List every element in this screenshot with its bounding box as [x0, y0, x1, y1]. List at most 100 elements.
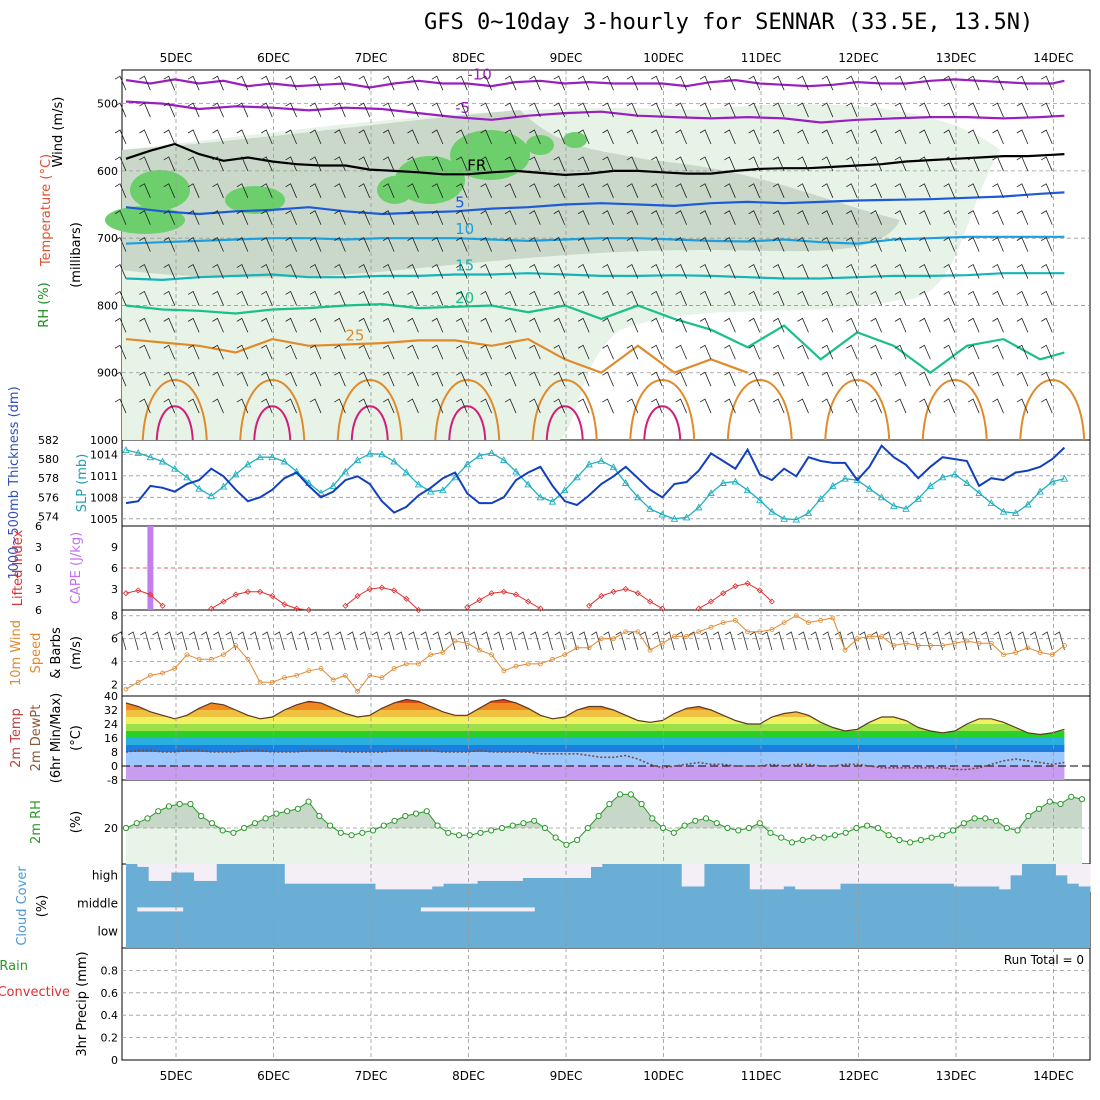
wind-barb	[894, 156, 907, 172]
rh2m-point	[939, 832, 946, 839]
lifted-tick-label: 3	[35, 583, 42, 596]
wind-barb	[967, 371, 980, 387]
cloud-high-cell	[398, 889, 411, 892]
lifted-point	[122, 590, 130, 597]
wind-barb	[553, 237, 566, 252]
cloud-high-clear	[375, 864, 388, 890]
wind-barb	[699, 129, 712, 145]
cloud-middle-gap	[500, 907, 513, 912]
slp-point	[426, 487, 435, 495]
wind-barb	[187, 183, 200, 198]
wind-barb	[651, 398, 663, 414]
cloud-high-cell	[579, 878, 592, 892]
isotherm-30-arch	[336, 379, 403, 441]
cloud-high-clear	[783, 864, 796, 887]
temp-tick-label: 0	[111, 760, 118, 773]
wind-barb	[675, 398, 687, 414]
wind-barb	[139, 237, 151, 252]
wind-barb	[480, 317, 492, 333]
cloud-high-cell	[386, 889, 399, 892]
wind10-point	[306, 668, 312, 674]
rh2m-point	[821, 834, 828, 841]
thickness-tick-label: 574	[38, 510, 59, 523]
wind-barb	[285, 263, 297, 279]
cloud-high-cell	[761, 889, 773, 892]
wind-barb	[699, 398, 712, 414]
rh2m-point	[498, 824, 506, 832]
wind10-point	[550, 656, 555, 662]
wind-barb	[797, 210, 809, 225]
wind10-barb	[1005, 631, 1017, 651]
wind-barb	[529, 263, 541, 279]
axis-label-speed: Speed	[29, 633, 44, 674]
wind-barb	[699, 183, 712, 198]
wind-barb	[919, 290, 931, 306]
wind-barb	[992, 129, 1004, 145]
wind-barb	[943, 398, 956, 414]
rh2m-point	[992, 817, 1000, 824]
wind-barb	[992, 317, 1004, 333]
wind10-barb	[664, 631, 675, 651]
date-label-bottom: 10DEC	[643, 1069, 683, 1083]
wind-barb	[139, 317, 151, 333]
wind-barb	[992, 156, 1004, 172]
wind10-barb	[676, 631, 688, 651]
wind-barb	[602, 317, 614, 333]
date-label-bottom: 13DEC	[936, 1069, 976, 1083]
cloud-high-cell	[829, 889, 841, 892]
rh-shading-high	[130, 170, 190, 210]
wind10-point	[318, 666, 324, 671]
axis-label-barbs: & Barbs	[49, 627, 64, 679]
slp-point	[792, 515, 801, 523]
wind10-barb	[688, 631, 700, 651]
wind-barb	[626, 102, 639, 118]
cloud-high-cell	[205, 880, 218, 892]
wind-barb	[529, 237, 541, 252]
temp-band	[126, 731, 1065, 738]
slp-point	[475, 451, 484, 459]
wind-barb	[919, 210, 931, 225]
wind10-barb	[237, 631, 249, 651]
lifted-point	[269, 592, 276, 600]
wind10-point	[196, 656, 202, 662]
panel-frame-precip	[121, 947, 1091, 1061]
slp-point	[390, 457, 398, 465]
wind-barb	[870, 210, 882, 225]
cloud-high-cell	[228, 864, 240, 892]
wind-barb	[212, 344, 224, 360]
temp-tick-label: -8	[107, 774, 118, 787]
isotherm-30-arch	[726, 379, 793, 441]
wind-barb	[334, 129, 346, 145]
wind-barb	[675, 344, 687, 360]
wind-barb	[261, 290, 273, 306]
wind-barb	[236, 371, 249, 387]
wind-barb	[309, 398, 322, 414]
wind-barb	[1041, 75, 1053, 91]
wind-barb	[577, 183, 590, 198]
slp-point	[755, 496, 764, 504]
wind-barb	[114, 317, 127, 333]
wind-barb	[919, 156, 931, 172]
cloud-high-clear	[352, 864, 365, 884]
cloud-row-label: low	[98, 924, 119, 938]
isotherm-15	[125, 272, 1065, 282]
wind-barb	[1016, 371, 1029, 387]
series-line-lifted	[345, 587, 419, 611]
wind-barb	[285, 102, 297, 118]
wind-barb	[602, 156, 614, 172]
wind-barb	[943, 102, 956, 118]
wind-barb	[1016, 102, 1029, 118]
wind-barb	[163, 317, 176, 333]
wind-barb	[236, 237, 249, 252]
thickness-tick-label: 578	[38, 472, 59, 485]
wind10-point	[355, 689, 360, 694]
rh2m-point	[198, 812, 205, 820]
slp-point	[768, 507, 776, 515]
rh2m-point	[864, 822, 871, 829]
wind-barb	[724, 156, 736, 172]
wind10-barb	[859, 631, 870, 651]
wind-barb	[212, 156, 224, 172]
axis-label-millibars: (millibars)	[69, 222, 84, 288]
cloud-high-cell	[273, 864, 286, 892]
wind-barb	[894, 75, 907, 91]
